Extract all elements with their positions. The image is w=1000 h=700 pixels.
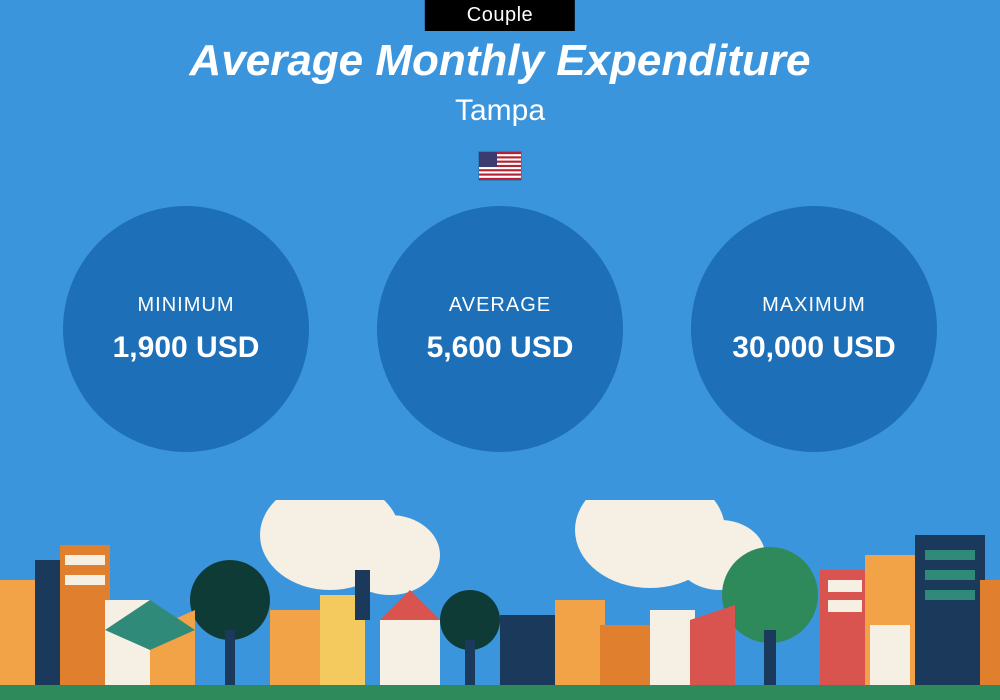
stat-circle-minimum: MINIMUM 1,900 USD: [63, 206, 309, 452]
stat-value: 5,600 USD: [427, 331, 574, 365]
city-skyline-illustration: [0, 500, 1000, 700]
stat-circle-average: AVERAGE 5,600 USD: [377, 206, 623, 452]
stat-circle-maximum: MAXIMUM 30,000 USD: [691, 206, 937, 452]
stat-label: AVERAGE: [449, 294, 551, 317]
infographic-canvas: Couple Average Monthly Expenditure Tampa…: [0, 0, 1000, 700]
stat-value: 30,000 USD: [732, 331, 895, 365]
stat-label: MAXIMUM: [762, 294, 866, 317]
stat-value: 1,900 USD: [113, 331, 260, 365]
category-badge: Couple: [425, 0, 575, 31]
stat-label: MINIMUM: [138, 294, 235, 317]
usa-flag-icon: [479, 152, 521, 180]
city-subtitle: Tampa: [0, 94, 1000, 128]
page-title: Average Monthly Expenditure: [0, 36, 1000, 86]
stats-row: MINIMUM 1,900 USD AVERAGE 5,600 USD MAXI…: [0, 206, 1000, 452]
